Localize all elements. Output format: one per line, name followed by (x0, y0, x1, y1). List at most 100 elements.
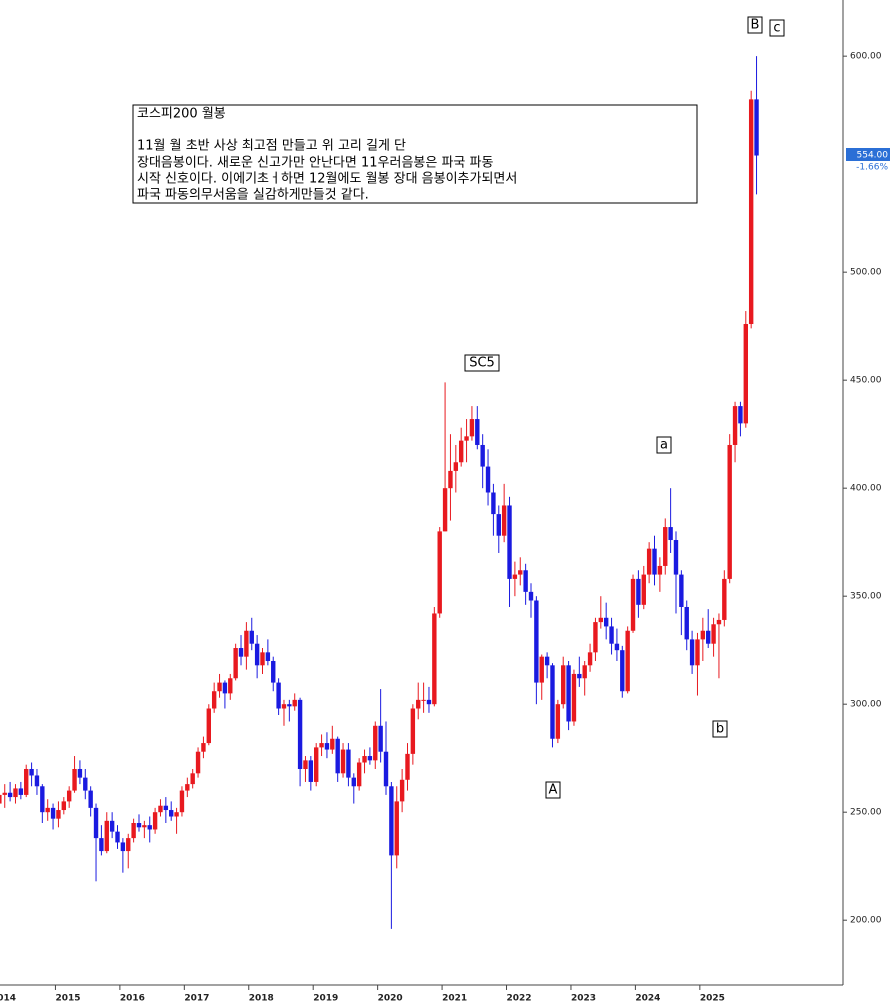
candle-body (442, 488, 448, 532)
candle-body (238, 648, 244, 657)
candle-body (29, 768, 34, 776)
candle-body (706, 630, 711, 644)
x-tick-label: 2025 (700, 994, 725, 1004)
candle-body (169, 810, 174, 817)
candle-body (501, 505, 507, 536)
candle-body (673, 540, 679, 575)
candles (0, 56, 759, 929)
candle-body (475, 419, 480, 445)
last-change: -1.66% (856, 163, 888, 173)
candle-body (297, 699, 303, 769)
last-price-box (846, 148, 890, 161)
candle-body (652, 548, 657, 575)
candle-body (641, 574, 646, 605)
x-tick-label: 2021 (442, 994, 467, 1004)
candle-body (0, 794, 2, 804)
candle-body (66, 790, 72, 802)
candle-body (233, 648, 238, 679)
candle-body (206, 708, 211, 744)
candle-body (147, 825, 152, 830)
note-line: 시작 신호이다. 이에기초ㅓ하면 12월에도 월봉 장대 음봉이추가되면서 (137, 172, 517, 187)
candle-body (136, 822, 142, 828)
candle-body (373, 725, 378, 761)
wave-label-box (747, 16, 763, 34)
candle-body (496, 514, 501, 536)
candle-body (432, 613, 437, 705)
note-line: 장대음봉이다. 새로운 신고가만 안난다면 11우러음봉은 파국 파동 (137, 156, 493, 171)
candle-body (158, 805, 163, 813)
candle-body (507, 505, 512, 579)
candle-body (689, 639, 695, 666)
x-tick-label: 2023 (571, 994, 596, 1004)
candle-body (18, 788, 24, 795)
y-tick-label: 600.00 (850, 52, 882, 62)
candle-body (587, 652, 593, 666)
note-line: 11월 월 초반 사상 최고점 만들고 위 고리 길게 단 (137, 139, 406, 154)
wave-label: b (716, 722, 724, 737)
candle-body (88, 790, 93, 808)
candle-body (260, 652, 265, 666)
candle-body (163, 805, 169, 811)
candle-body (195, 751, 201, 774)
candle-body (410, 708, 416, 754)
candle-body (523, 570, 528, 592)
candle-body (464, 436, 469, 441)
wave-label: c (773, 21, 780, 36)
candle-body (518, 570, 523, 575)
candle-body (99, 838, 104, 852)
candle-body (426, 699, 432, 705)
candle-body (539, 656, 544, 683)
candle-body (367, 756, 373, 761)
x-tick-label: 2024 (635, 994, 660, 1004)
candle-body (77, 768, 83, 778)
x-tick-label: 2017 (184, 994, 209, 1004)
candle-body (265, 652, 271, 661)
candle-body (115, 831, 120, 843)
candle-body (34, 775, 40, 787)
wave-label-box (464, 354, 500, 372)
wave-label: B (751, 18, 760, 33)
candle-body (738, 406, 743, 424)
candle-body (609, 626, 614, 644)
wave-label: A (549, 783, 558, 798)
candle-body (244, 630, 249, 657)
candle-body (577, 673, 582, 679)
candle-body (389, 786, 394, 856)
note-box (132, 104, 698, 204)
candle-body (593, 622, 598, 653)
candle-body (416, 699, 421, 709)
note-title: 코스피200 월봉 (137, 107, 226, 122)
candle-body (732, 406, 738, 445)
candle-body (491, 492, 496, 515)
candle-body (152, 812, 158, 830)
candle-body (120, 842, 126, 852)
candle-body (287, 704, 292, 707)
candle-body (480, 444, 485, 467)
last-price: 554.00 (857, 151, 889, 161)
candle-body (679, 574, 684, 607)
candle-body (448, 470, 453, 489)
candle-body (228, 678, 233, 694)
candle-body (356, 762, 362, 787)
candle-body (340, 749, 346, 774)
candle-body (314, 747, 319, 782)
candle-body (561, 665, 566, 705)
candle-body (56, 810, 61, 819)
candle-body (630, 578, 636, 631)
x-tick-label: 2016 (120, 994, 145, 1004)
y-tick-label: 500.00 (850, 268, 882, 278)
candle-body (566, 665, 571, 722)
candle-body (485, 466, 491, 493)
candle-body (13, 788, 18, 798)
candle-body (378, 725, 383, 752)
candle-body (695, 639, 700, 666)
candle-body (109, 820, 115, 832)
candle-body (271, 660, 276, 683)
candle-body (174, 812, 179, 817)
candle-body (743, 324, 748, 424)
x-tick-label: 2018 (249, 994, 274, 1004)
y-tick-label: 350.00 (850, 592, 882, 602)
candle-body (93, 807, 99, 839)
x-tick-label: 2015 (55, 994, 80, 1004)
candle-body (748, 99, 754, 325)
